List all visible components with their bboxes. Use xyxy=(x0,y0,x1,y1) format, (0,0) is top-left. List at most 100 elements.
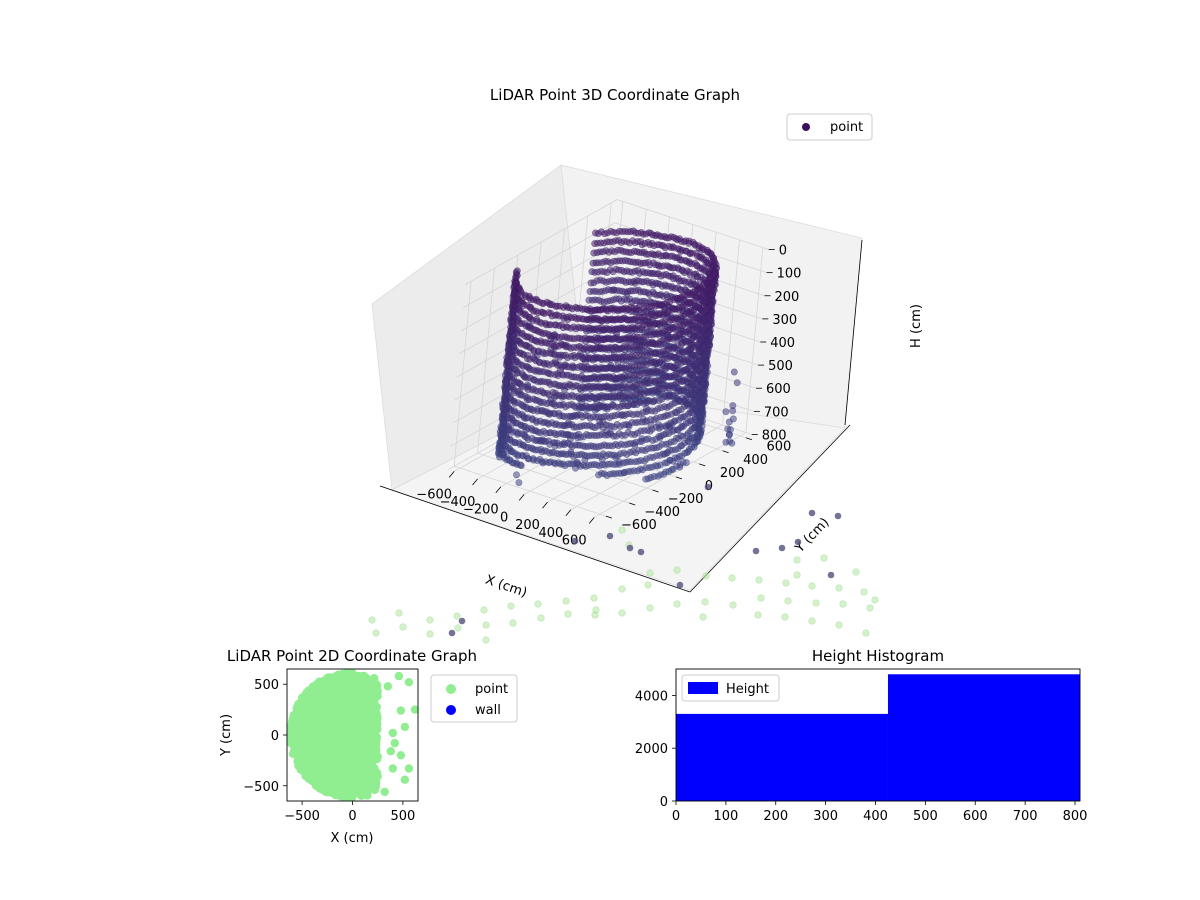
y-tick-mark-3d xyxy=(699,463,706,467)
point-3d xyxy=(539,436,547,444)
legend-3d[interactable]: point xyxy=(786,113,873,141)
stray-point-dark xyxy=(808,509,816,517)
stray-point xyxy=(592,606,600,614)
point-3d xyxy=(629,383,637,391)
chart-3d: LiDAR Point 3D Coordinate Graph −600−400… xyxy=(371,86,924,601)
point-3d xyxy=(636,437,644,445)
stray-point xyxy=(728,574,736,582)
point-3d xyxy=(560,413,568,421)
stray-point-dark xyxy=(704,483,712,491)
point-3d xyxy=(582,375,590,383)
point-2d xyxy=(327,730,337,740)
point-3d xyxy=(630,333,638,341)
point-3d xyxy=(602,278,610,286)
stray-point xyxy=(793,571,801,579)
point-3d xyxy=(619,459,627,467)
point-3d xyxy=(633,304,641,312)
stray-point xyxy=(562,597,570,605)
point-3d xyxy=(621,288,629,296)
point-3d xyxy=(547,370,555,378)
point-3d xyxy=(609,238,617,246)
point-2d xyxy=(320,736,329,745)
stray-point-dark xyxy=(606,532,614,540)
stray-point-dark xyxy=(778,544,786,552)
grid-left-h-0 xyxy=(465,199,618,285)
point-3d xyxy=(617,297,625,305)
stray-point xyxy=(808,582,816,590)
x-tick-mark-3d xyxy=(495,486,502,493)
z-tick-label-3d: 800 xyxy=(762,428,787,443)
point-3d xyxy=(725,431,733,439)
point-2d xyxy=(306,699,315,708)
y-tick-mark-3d xyxy=(675,476,683,480)
point-3d xyxy=(631,362,639,370)
point-3d xyxy=(729,402,737,410)
point-3d xyxy=(610,423,618,431)
point-3d xyxy=(601,230,609,238)
stray-point xyxy=(646,569,654,577)
y-tick-mark-3d xyxy=(745,437,753,441)
point-2d xyxy=(328,779,337,788)
point-3d xyxy=(639,408,647,416)
stray-point xyxy=(871,596,879,604)
stray-point-dark xyxy=(794,538,802,546)
point-3d xyxy=(615,345,623,353)
point-3d xyxy=(582,462,590,470)
point-2d xyxy=(314,686,323,696)
point-3d xyxy=(595,403,603,411)
z-axis-label-3d: H (cm) xyxy=(909,304,924,348)
point-3d xyxy=(733,379,741,387)
stray-point-dark xyxy=(752,547,760,555)
point-3d xyxy=(666,372,674,380)
point-3d xyxy=(611,353,619,361)
x-tick-mark-3d xyxy=(448,471,455,478)
point-3d xyxy=(656,348,664,356)
point-3d xyxy=(632,419,640,427)
point-3d xyxy=(638,418,646,426)
point-3d xyxy=(640,333,648,341)
y-tick-label-3d: 600 xyxy=(767,440,792,455)
point-2d xyxy=(322,745,331,754)
point-3d xyxy=(603,317,611,325)
point-2d xyxy=(309,729,319,738)
point-3d xyxy=(605,248,613,256)
z-tick-label-3d: 300 xyxy=(772,313,797,328)
point-3d xyxy=(594,443,602,451)
grid-floor-x-6 xyxy=(594,432,747,518)
grid-back-h-0 xyxy=(616,199,769,250)
y-tick-label-3d: −600 xyxy=(621,518,657,533)
point-3d xyxy=(618,411,626,419)
point-3d xyxy=(581,358,589,366)
point-3d xyxy=(582,344,590,352)
point-3d xyxy=(728,439,736,447)
point-3d xyxy=(661,459,669,467)
point-3d xyxy=(591,424,599,432)
point-3d xyxy=(609,286,617,294)
point-3d xyxy=(621,441,629,449)
point-3d xyxy=(630,371,638,379)
point-3d xyxy=(645,369,653,377)
point-3d xyxy=(633,401,641,409)
legend-3d-label-point: point xyxy=(830,120,863,135)
stray-point xyxy=(866,604,874,612)
point-3d xyxy=(588,268,596,276)
point-3d xyxy=(625,362,633,370)
y-tick-label-3d: −400 xyxy=(644,505,680,520)
stray-point xyxy=(852,568,860,576)
point-3d xyxy=(724,425,732,433)
z-tick-label-3d: 100 xyxy=(777,267,802,282)
point-3d xyxy=(556,366,564,374)
point-3d xyxy=(627,249,635,257)
point-3d xyxy=(591,229,599,237)
stray-point xyxy=(480,606,488,614)
point-3d xyxy=(648,444,656,452)
z-tick-label-3d: 600 xyxy=(766,382,791,397)
point-3d xyxy=(624,402,632,410)
point-3d xyxy=(593,277,601,285)
stray-points xyxy=(368,483,879,644)
point-2d xyxy=(311,721,320,730)
point-2d xyxy=(315,742,324,751)
point-3d xyxy=(661,422,669,430)
x-tick-label-3d: 0 xyxy=(500,510,508,525)
point-3d xyxy=(730,368,738,376)
